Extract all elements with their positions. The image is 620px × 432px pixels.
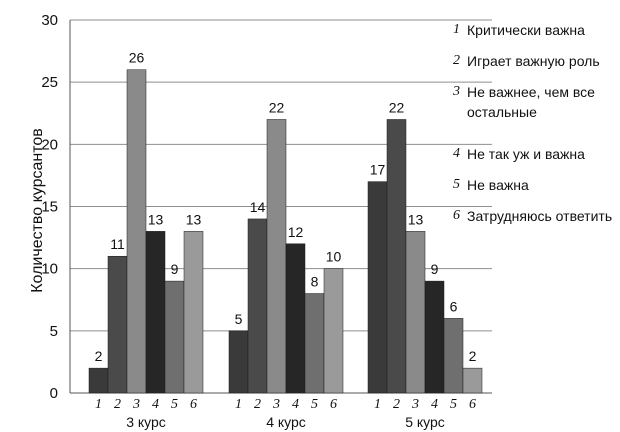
bar-value-label: 13 <box>148 211 164 227</box>
bar-value-label: 13 <box>186 211 202 227</box>
y-tick-label: 5 <box>50 323 58 340</box>
legend-item-2: 2 Играет важную роль <box>453 51 618 82</box>
legend-text: Играет важную роль <box>467 53 600 69</box>
bar <box>405 231 426 394</box>
bar-index-label: 2 <box>393 397 400 412</box>
y-tick-label: 25 <box>41 74 58 91</box>
bar-value-label: 9 <box>431 261 439 277</box>
bar-index-label: 3 <box>132 397 140 412</box>
bar <box>285 243 306 394</box>
bar-index-label: 5 <box>311 397 318 412</box>
bar <box>164 280 185 394</box>
bar-value-label: 5 <box>235 311 243 327</box>
legend-item-3: 3 Не важнее, чем все остальные <box>453 82 618 144</box>
legend-text: Затрудняюсь ответить <box>467 208 613 224</box>
bar <box>183 231 204 394</box>
bar-value-label: 2 <box>95 348 103 364</box>
legend-index: 3 <box>453 84 460 99</box>
legend-index: 6 <box>453 208 460 223</box>
bar-value-label: 13 <box>408 211 424 227</box>
bar <box>145 231 166 394</box>
bar <box>228 330 249 394</box>
y-tick-label: 10 <box>41 261 58 278</box>
legend-text: Не важнее, чем все остальные <box>467 84 595 120</box>
legend: 1 Критически важна 2 Играет важную роль … <box>453 20 618 268</box>
bar-value-label: 14 <box>250 199 266 215</box>
bar-value-label: 11 <box>110 236 125 252</box>
legend-text: Не важна <box>467 177 529 193</box>
bar-value-label: 2 <box>469 348 477 364</box>
bar <box>386 119 407 394</box>
bar <box>126 69 147 394</box>
bar-index-label: 5 <box>450 397 457 412</box>
bar-index-label: 6 <box>190 397 197 412</box>
bar-value-label: 26 <box>129 50 145 66</box>
y-tick-label: 15 <box>41 199 58 216</box>
bar-value-label: 17 <box>370 162 386 178</box>
bar <box>88 367 109 394</box>
bar-value-label: 12 <box>288 224 304 240</box>
y-tick-label: 20 <box>41 136 58 153</box>
bar-index-label: 1 <box>374 397 381 412</box>
bar <box>247 218 268 394</box>
y-tick-label: 30 <box>41 12 58 29</box>
bar-index-label: 4 <box>152 397 159 412</box>
bar-index-label: 4 <box>292 397 299 412</box>
bar <box>367 181 388 394</box>
bar-index-label: 6 <box>330 397 337 412</box>
bar <box>424 280 445 394</box>
bar <box>266 119 287 394</box>
bar-index-label: 4 <box>431 397 438 412</box>
y-axis-title: Количество курсантов <box>29 128 46 293</box>
bar-value-label: 10 <box>326 249 342 265</box>
legend-item-4: 4 Не так уж и важна <box>453 144 618 175</box>
y-tick-label: 0 <box>50 385 58 402</box>
legend-index: 2 <box>453 53 460 68</box>
bar-index-label: 2 <box>114 397 121 412</box>
category-label: 3 курс <box>126 414 166 430</box>
bar <box>323 268 344 394</box>
legend-index: 1 <box>453 22 460 37</box>
category-label: 5 курс <box>405 414 445 430</box>
bar-value-label: 22 <box>389 99 405 115</box>
bar <box>107 255 128 394</box>
bar-index-label: 3 <box>411 397 419 412</box>
bar <box>304 293 325 394</box>
bar-value-label: 8 <box>311 274 319 290</box>
legend-item-6: 6 Затрудняюсь ответить <box>453 206 618 268</box>
bar-value-label: 9 <box>171 261 179 277</box>
bar-index-label: 5 <box>171 397 178 412</box>
bar-index-label: 3 <box>272 397 280 412</box>
legend-item-1: 1 Критически важна <box>453 20 618 51</box>
bar <box>462 367 483 394</box>
legend-item-5: 5 Не важна <box>453 175 618 206</box>
legend-text: Не так уж и важна <box>467 146 585 162</box>
bar-value-label: 6 <box>450 298 458 314</box>
bar-index-label: 1 <box>235 397 242 412</box>
legend-index: 4 <box>453 146 460 161</box>
bar-index-label: 1 <box>95 397 102 412</box>
category-label: 4 курс <box>266 414 306 430</box>
bar-index-label: 2 <box>254 397 261 412</box>
legend-index: 5 <box>453 177 460 192</box>
bar-index-label: 6 <box>469 397 476 412</box>
legend-text: Критически важна <box>467 22 585 38</box>
bar-value-label: 22 <box>269 99 285 115</box>
bar <box>443 318 464 394</box>
